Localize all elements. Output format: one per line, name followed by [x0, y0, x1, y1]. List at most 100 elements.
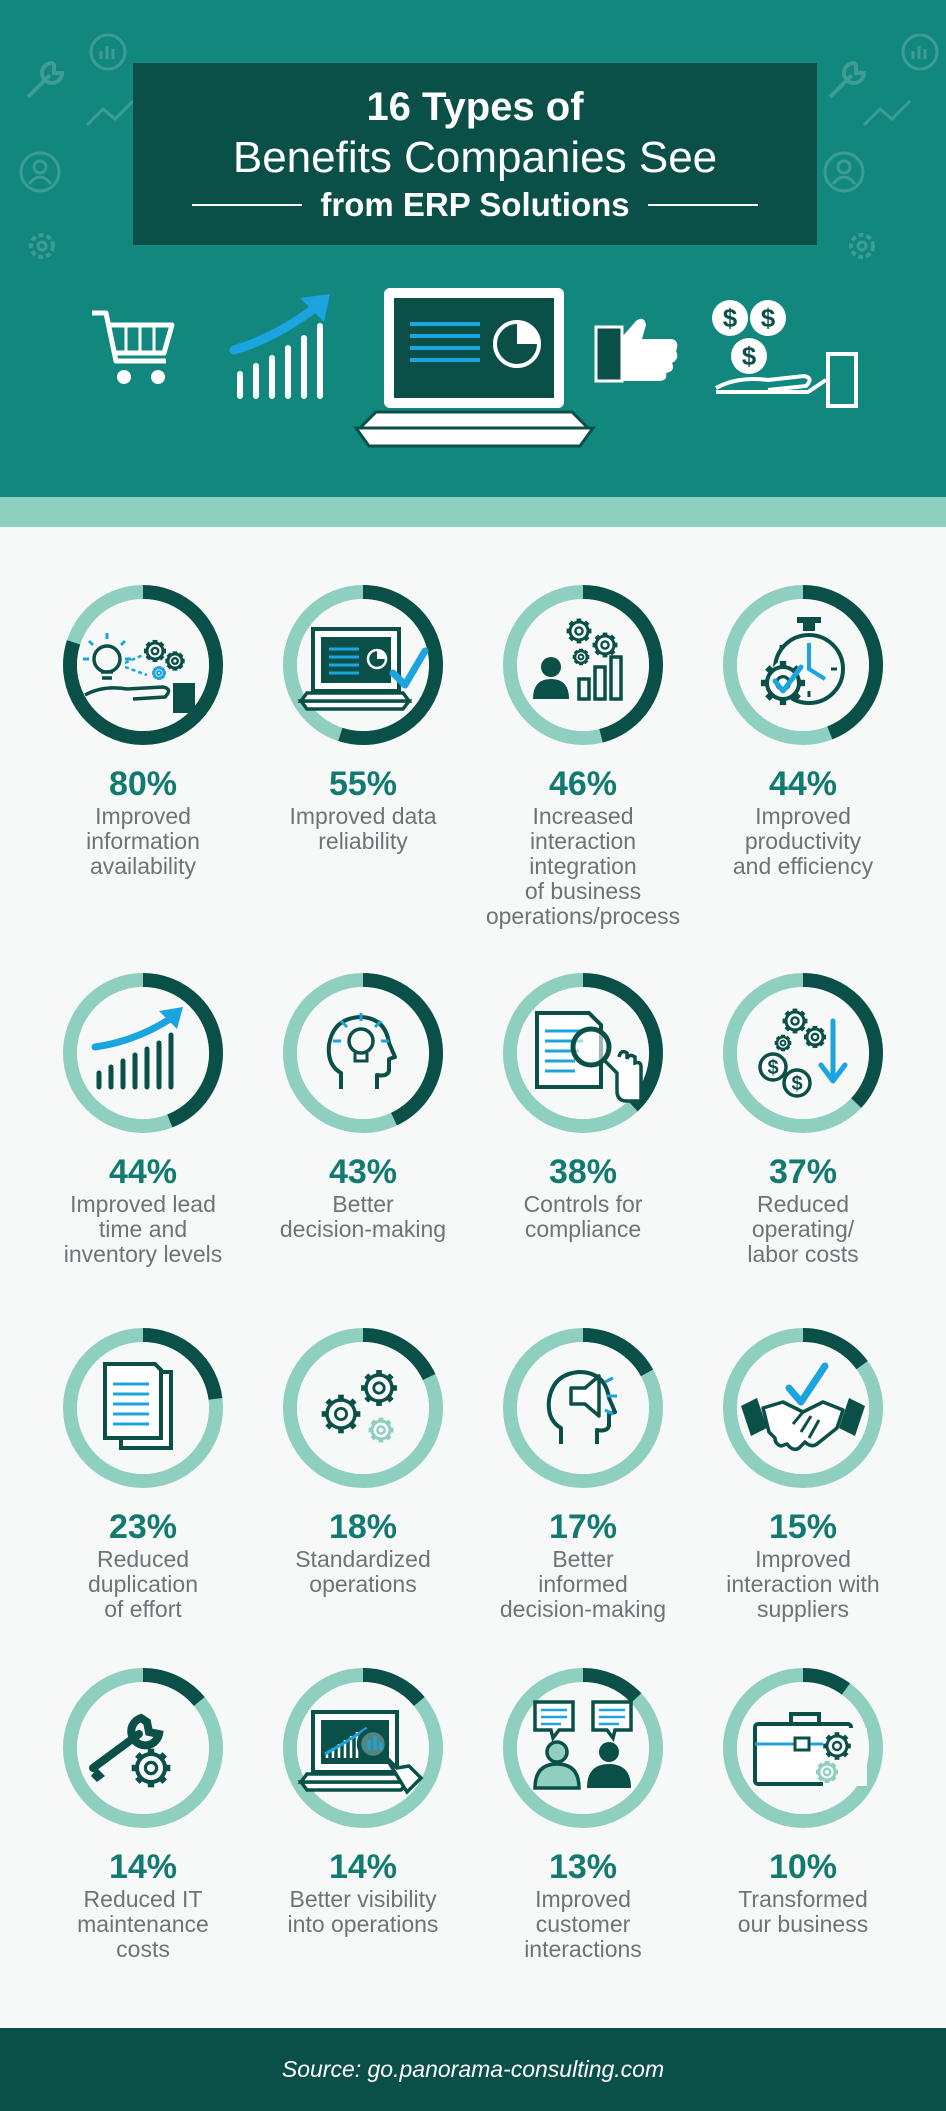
benefit-label-line: Improved [755, 1546, 851, 1572]
benefit-card: 17% Better informed decision-making [473, 1323, 693, 1622]
benefit-label: Improved interaction with suppliers [693, 1547, 913, 1622]
person-bg-icon-right [823, 151, 865, 193]
gear-bg-icon-right [849, 233, 875, 259]
head-lightbulb-icon-art [326, 1013, 397, 1089]
benefit-card: 23% Reduced duplication of effort [33, 1323, 253, 1622]
head-lightbulb-icon [283, 973, 443, 1133]
benefit-label: Improved information availability [33, 804, 253, 879]
stopwatch-gear-icon [723, 585, 883, 745]
ring-progress [723, 1668, 883, 1828]
ring-progress [283, 1668, 443, 1828]
stopwatch-gear-icon-art [760, 617, 845, 706]
benefit-label-line: Reduced [756, 1191, 850, 1217]
benefit-label-line: Controls for [523, 1191, 643, 1217]
growth-chart-icon [229, 294, 330, 399]
benefit-label-line: decision-making [499, 1596, 667, 1622]
benefit-card: 55% Improved data reliability [253, 580, 473, 854]
head-megaphone-icon [503, 1328, 663, 1488]
benefit-label-line: inventory levels [63, 1241, 223, 1267]
benefit-label-line: Transformed [738, 1886, 868, 1912]
benefit-label-line: operations/process [485, 903, 681, 929]
benefit-label-line: Reduced [96, 1546, 190, 1572]
benefit-label: Standardized operations [253, 1547, 473, 1597]
ring-progress [723, 585, 883, 745]
person-gears-chart-icon-art [533, 618, 623, 701]
benefit-label-line: informed [538, 1571, 628, 1597]
document-magnifier-icon-art [535, 1011, 643, 1103]
benefit-percent: 17% [548, 1508, 618, 1546]
benefit-label: Reduced IT maintenance costs [33, 1887, 253, 1962]
benefit-label-line: maintenance [77, 1911, 209, 1937]
benefit-label: Better informed decision-making [473, 1547, 693, 1622]
benefit-label-line: interaction [529, 828, 637, 854]
benefit-percent: 13% [548, 1848, 618, 1886]
benefit-label-line: time and [98, 1216, 188, 1242]
title-line-3-row: from ERP Solutions [133, 186, 817, 224]
benefit-label-line: Improved [535, 1886, 631, 1912]
benefit-percent: 18% [328, 1508, 398, 1546]
lightbulb-gears-hand-icon [63, 585, 223, 745]
ring-progress [283, 585, 443, 745]
head-megaphone-icon-art [546, 1370, 617, 1444]
ring-progress [503, 1668, 663, 1828]
benefit-label-line: suppliers [756, 1596, 850, 1622]
benefit-card: 14% Better visibility into operations [253, 1663, 473, 1937]
source-footer: Source: go.panorama-consulting.com [0, 2028, 946, 2111]
ring-progress [283, 1328, 443, 1488]
line-bg-icon [85, 99, 135, 127]
svg-text:$: $ [742, 341, 757, 371]
trend-bars-icon-art [91, 1007, 183, 1090]
benefit-label: Better visibility into operations [253, 1887, 473, 1937]
person-bg-icon [19, 151, 61, 193]
benefit-card: 43% Better decision-making [253, 968, 473, 1242]
ring-progress [283, 973, 443, 1133]
gears-icon [283, 1328, 443, 1488]
benefit-label-line: Better [552, 1546, 614, 1572]
benefit-percent: 44% [768, 765, 838, 803]
laptop-magnifier-icon-art [297, 1710, 424, 1795]
ring-progress [503, 1328, 663, 1488]
ring-progress [63, 973, 223, 1133]
benefit-percent: 23% [108, 1508, 178, 1546]
benefit-label-line: Increased [532, 803, 634, 829]
benefit-percent: 43% [328, 1153, 398, 1191]
benefit-label-line: duplication [88, 1571, 198, 1597]
laptop-check-icon [283, 585, 443, 745]
thumbs-up-icon [594, 318, 678, 383]
benefit-percent: 55% [328, 765, 398, 803]
benefit-label: Increased interaction integration of busine… [473, 804, 693, 929]
line-bg-icon-right [862, 99, 912, 127]
benefit-percent: 14% [108, 1848, 178, 1886]
benefit-percent: 38% [548, 1153, 618, 1191]
title-line-2: Benefits Companies See [232, 133, 718, 182]
benefit-percent: 14% [328, 1848, 398, 1886]
benefit-label-line: availability [89, 853, 197, 879]
handshake-check-icon-art [741, 1362, 865, 1452]
svg-text:$: $ [723, 303, 738, 333]
benefit-percent: 80% [108, 765, 178, 803]
title-box: 16 Types of Benefits Companies See from … [133, 63, 817, 245]
benefit-label-line: operations [309, 1571, 417, 1597]
benefit-label-line: into operations [287, 1911, 439, 1937]
title-line-3: from ERP Solutions [320, 186, 630, 223]
wrench-bg-icon-right [828, 60, 867, 99]
ring-progress [723, 1328, 883, 1488]
benefit-label-line: our business [737, 1911, 869, 1937]
benefit-label-line: labor costs [747, 1241, 859, 1267]
benefit-label-line: productivity [744, 828, 862, 854]
benefit-label-line: Better visibility [289, 1886, 437, 1912]
benefit-card: $ $ 37% Reduced operating/labor costs [693, 968, 913, 1267]
svg-text:$: $ [791, 1073, 802, 1095]
lightbulb-gears-hand-icon-art [83, 633, 195, 713]
benefit-percent: 44% [108, 1153, 178, 1191]
benefit-label: Controls for compliance [473, 1192, 693, 1242]
person-gears-chart-icon [503, 585, 663, 745]
benefit-label: Improved data reliability [253, 804, 473, 854]
benefit-card: 18% Standardized operations [253, 1323, 473, 1597]
benefit-label-line: compliance [524, 1216, 642, 1242]
benefit-label-line: customer [535, 1911, 631, 1937]
benefit-label: Improved productivity and efficiency [693, 804, 913, 879]
briefcase-gears-icon-art [753, 1712, 867, 1786]
benefit-label: Reduced duplication of effort [33, 1547, 253, 1622]
coins-down-arrow-icon-art: $ $ [758, 1008, 848, 1098]
